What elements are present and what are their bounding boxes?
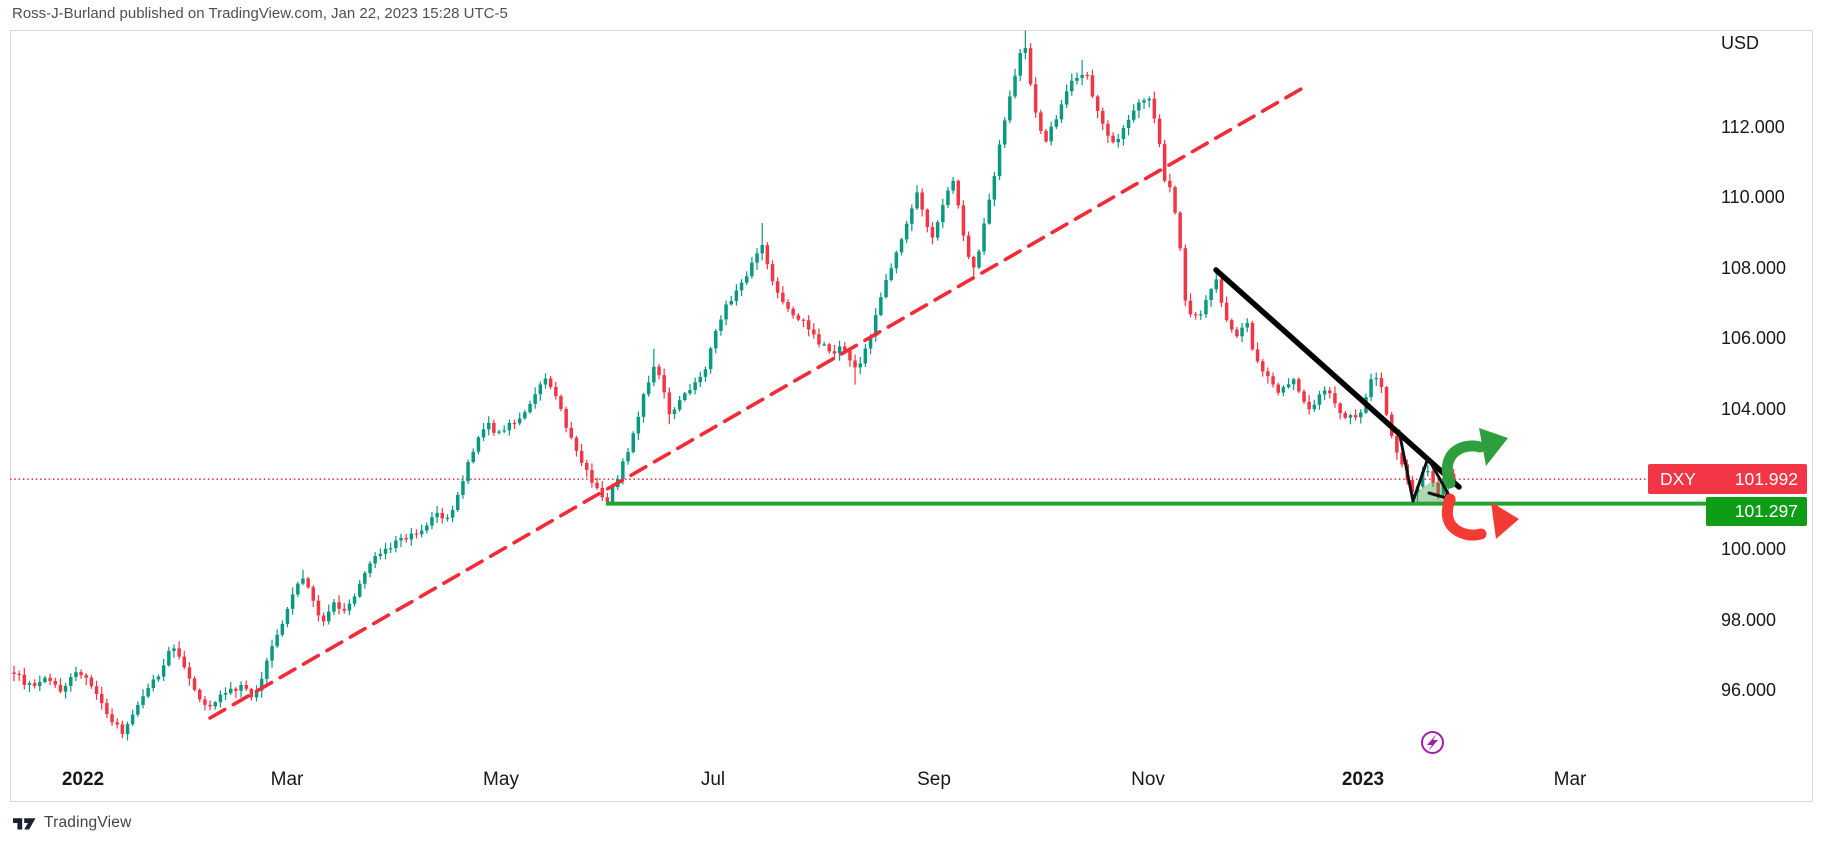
tradingview-logo-icon [13,818,36,830]
time-tick-label: Mar [1553,769,1587,790]
time-tick-label: Nov [1131,769,1165,790]
rising-dashed-trendline [208,83,1310,720]
chart-frame [10,30,1813,802]
tradingview-brand-link[interactable]: TradingView [13,814,132,832]
price-tick-label: 108.000 [1721,258,1787,278]
time-tick-label: Sep [917,769,951,790]
price-tick-label: 104.000 [1721,399,1787,419]
brand-name: TradingView [44,814,132,831]
time-tick-label: Mar [270,769,304,790]
candlestick-series [12,30,1456,741]
support-level-value: 101.297 [1734,501,1798,521]
time-tick-label: 2022 [61,769,105,790]
price-tick-label: 106.000 [1721,328,1787,348]
current-price-badge: DXY 101.992 [1648,464,1807,494]
bearish-curved-arrow-icon [1441,493,1519,541]
support-level-badge: 101.297 [1706,497,1807,526]
current-price-value: 101.992 [1734,469,1798,489]
price-tick-label: 96.000 [1721,680,1777,700]
price-tick-label: 98.000 [1721,610,1777,630]
wedge-zigzag-drawing [1397,429,1452,503]
bullish-curved-arrow-icon [1441,428,1508,489]
price-tick-label: 100.000 [1721,539,1787,559]
price-tick-label: 110.000 [1721,187,1785,207]
time-tick-label: May [483,769,519,790]
symbol-label: DXY [1660,469,1696,489]
lightning-idea-marker-icon[interactable] [1421,731,1444,754]
price-tick-label: 112.000 [1721,117,1785,137]
falling-black-trendline [1213,267,1462,490]
attribution-text: Ross-J-Burland published on TradingView.… [12,5,508,22]
price-scale-currency-label: USD [1721,33,1760,53]
time-tick-label: Jul [700,769,726,790]
time-tick-label: 2023 [1341,769,1385,790]
